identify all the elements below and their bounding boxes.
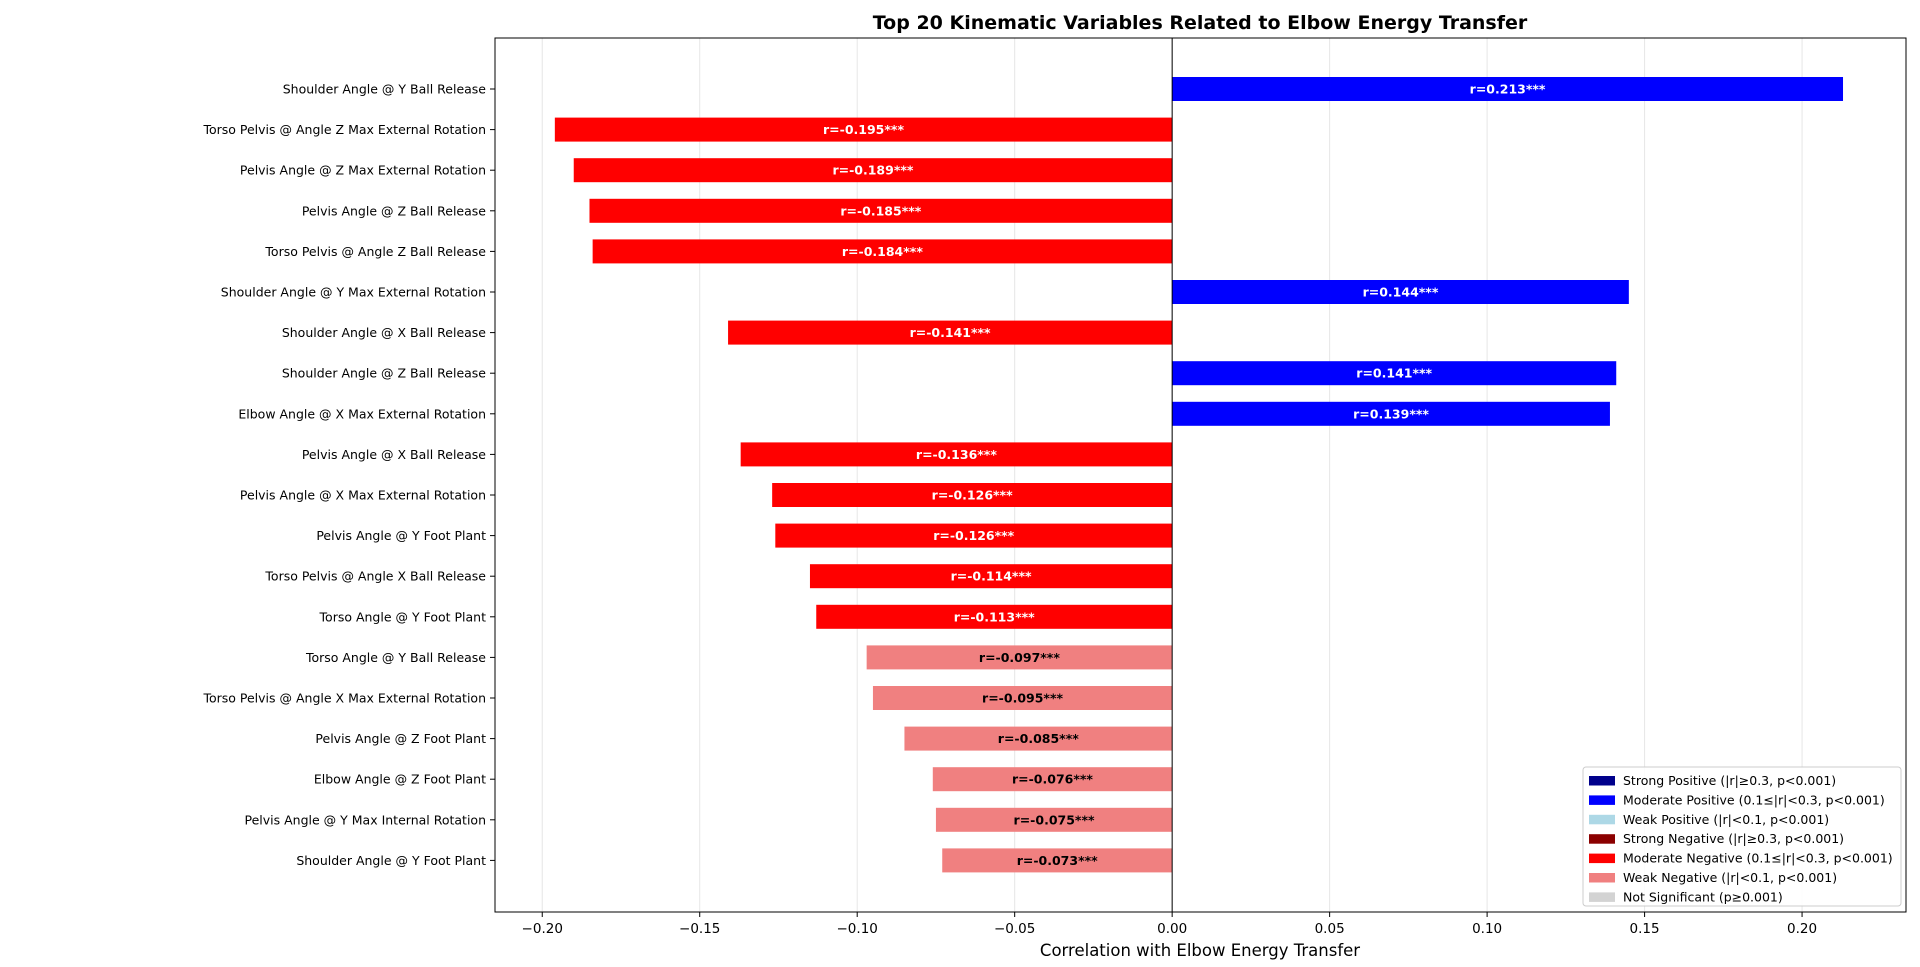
bar-value-label-1: r=0.213*** <box>1470 82 1546 97</box>
bar-value-label-11: r=-0.126*** <box>932 488 1013 503</box>
x-tick-label-6: 0.10 <box>1472 921 1502 937</box>
bar-11 <box>772 483 1173 507</box>
bar-value-label-12: r=-0.126*** <box>933 528 1014 543</box>
legend-label-6: Weak Negative (|r|<0.1, p<0.001) <box>1623 870 1837 885</box>
bar-9 <box>1172 401 1610 426</box>
y-tick-label-16: Torso Pelvis @ Angle X Max External Rota… <box>202 691 486 706</box>
bar-6 <box>1172 280 1629 304</box>
bar-17 <box>904 726 1173 751</box>
legend-swatch-4 <box>1589 834 1615 844</box>
y-tick-label-3: Pelvis Angle @ Z Max External Rotation <box>240 163 486 178</box>
x-axis-label: Correlation with Elbow Energy Transfer <box>1040 941 1360 960</box>
bar-7 <box>728 320 1173 345</box>
y-tick-label-8: Shoulder Angle @ Z Ball Release <box>282 366 486 381</box>
legend-label-1: Strong Positive (|r|≥0.3, p<0.001) <box>1623 773 1836 788</box>
bar-19 <box>935 807 1173 832</box>
x-tick-label-3: −0.05 <box>994 921 1035 937</box>
bar-value-label-17: r=-0.085*** <box>998 731 1079 746</box>
legend-swatch-6 <box>1589 873 1615 883</box>
y-tick-label-19: Pelvis Angle @ Y Max Internal Rotation <box>245 812 486 827</box>
bar-12 <box>775 523 1173 548</box>
y-tick-label-7: Shoulder Angle @ X Ball Release <box>282 325 486 340</box>
legend-swatch-1 <box>1589 776 1615 786</box>
bar-value-label-18: r=-0.076*** <box>1012 772 1093 787</box>
bar-value-label-6: r=0.144*** <box>1363 285 1439 300</box>
legend-label-7: Not Significant (p≥0.001) <box>1623 889 1783 904</box>
legend-box <box>1582 766 1902 907</box>
chart-title: Top 20 Kinematic Variables Related to El… <box>873 12 1528 34</box>
bar-15 <box>866 645 1173 670</box>
y-tick-label-6: Shoulder Angle @ Y Max External Rotation <box>221 285 486 300</box>
y-tick-label-14: Torso Angle @ Y Foot Plant <box>319 609 487 624</box>
bar-1 <box>1172 77 1844 101</box>
y-tick-label-5: Torso Pelvis @ Angle Z Ball Release <box>264 244 486 259</box>
bar-14 <box>816 604 1173 629</box>
legend-label-2: Moderate Positive (0.1≤|r|<0.3, p<0.001) <box>1623 792 1885 807</box>
y-tick-label-13: Torso Pelvis @ Angle X Ball Release <box>264 569 486 584</box>
bar-10 <box>740 442 1173 467</box>
bar-value-label-15: r=-0.097*** <box>979 650 1060 665</box>
bar-value-label-8: r=0.141*** <box>1356 366 1432 381</box>
bars: r=0.213*** r=-0.195*** r=-0.189*** r=-0.185… <box>554 38 1844 912</box>
y-tick-label-15: Torso Angle @ Y Ball Release <box>305 650 486 665</box>
x-tick-label-7: 0.15 <box>1630 921 1660 937</box>
x-tick-label-1: −0.15 <box>679 921 720 937</box>
legend-swatch-7 <box>1589 892 1615 902</box>
y-tick-label-11: Pelvis Angle @ X Max External Rotation <box>240 488 486 503</box>
bar-value-label-7: r=-0.141*** <box>910 325 991 340</box>
legend: Strong Positive (|r|≥0.3, p<0.001) Modera… <box>1582 766 1902 907</box>
legend-label-4: Strong Negative (|r|≥0.3, p<0.001) <box>1623 831 1844 846</box>
bar-value-label-16: r=-0.095*** <box>982 691 1063 706</box>
legend-swatch-2 <box>1589 795 1615 805</box>
y-tick-label-9: Elbow Angle @ X Max External Rotation <box>238 406 486 421</box>
y-tick-label-4: Pelvis Angle @ Z Ball Release <box>302 203 486 218</box>
legend-swatch-5 <box>1589 853 1615 864</box>
bar-18 <box>932 767 1173 792</box>
bar-5 <box>592 239 1173 264</box>
bar-value-label-3: r=-0.189*** <box>832 163 913 178</box>
bar-16 <box>872 686 1173 710</box>
y-tick-label-18: Elbow Angle @ Z Foot Plant <box>314 772 486 787</box>
bar-value-label-2: r=-0.195*** <box>823 122 904 137</box>
bar-20 <box>942 848 1173 873</box>
bar-value-label-10: r=-0.136*** <box>916 447 997 462</box>
bar-3 <box>573 158 1173 183</box>
bar-2 <box>554 117 1173 142</box>
bar-value-label-19: r=-0.075*** <box>1014 812 1095 827</box>
bar-8 <box>1172 361 1617 386</box>
bar-13 <box>809 564 1173 589</box>
bar-4 <box>589 198 1173 223</box>
bar-value-label-14: r=-0.113*** <box>954 609 1035 624</box>
bar-value-label-13: r=-0.114*** <box>951 569 1032 584</box>
y-tick-label-20: Shoulder Angle @ Y Foot Plant <box>296 853 486 868</box>
legend-label-5: Moderate Negative (0.1≤|r|<0.3, p<0.001) <box>1623 851 1893 866</box>
legend-label-3: Weak Positive (|r|<0.1, p<0.001) <box>1623 812 1829 827</box>
y-tick-label-10: Pelvis Angle @ X Ball Release <box>302 447 486 462</box>
legend-swatch-3 <box>1589 814 1615 825</box>
bar-value-label-5: r=-0.184*** <box>842 244 923 259</box>
y-tick-label-12: Pelvis Angle @ Y Foot Plant <box>316 528 486 543</box>
bar-value-label-4: r=-0.185*** <box>840 203 921 218</box>
plot-frame <box>494 37 1907 913</box>
x-tick-label-2: −0.10 <box>837 921 878 937</box>
y-tick-label-1: Shoulder Angle @ Y Ball Release <box>283 82 487 97</box>
bar-value-label-9: r=0.139*** <box>1353 406 1429 421</box>
y-tick-label-17: Pelvis Angle @ Z Foot Plant <box>315 731 486 746</box>
x-tick-label-4: 0.00 <box>1157 921 1187 937</box>
y-tick-label-2: Torso Pelvis @ Angle Z Max External Rota… <box>202 122 486 137</box>
axis-ticks: Shoulder Angle @ Y Ball Release Torso Pel… <box>202 82 1817 938</box>
x-tick-label-5: 0.05 <box>1315 921 1345 937</box>
x-tick-label-8: 0.20 <box>1787 921 1817 937</box>
x-tick-label-0: −0.20 <box>522 921 563 937</box>
bar-value-label-20: r=-0.073*** <box>1017 853 1098 868</box>
